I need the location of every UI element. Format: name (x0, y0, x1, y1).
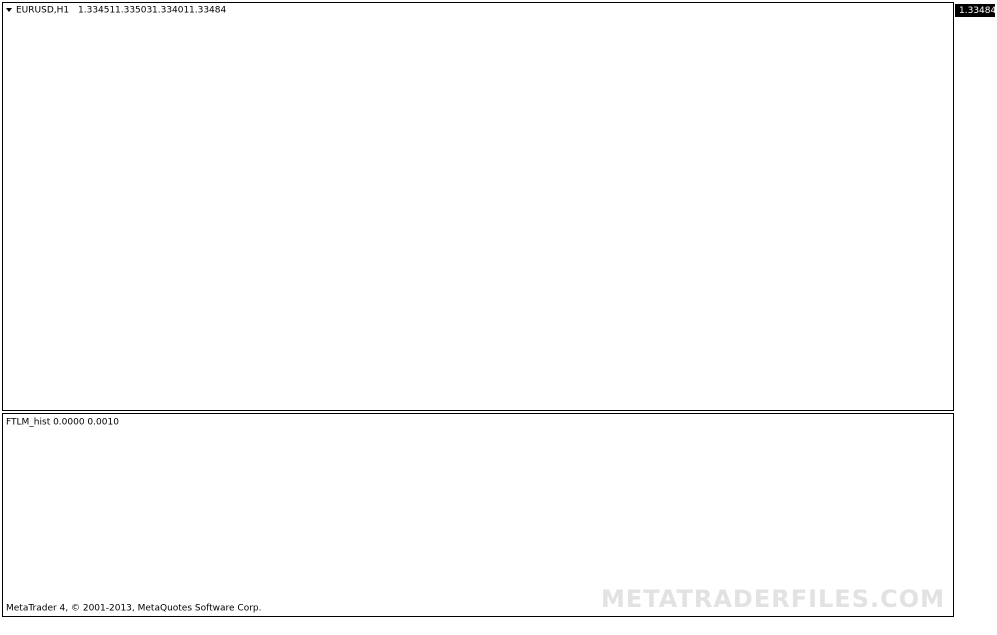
open-price: 1.33451 (78, 6, 115, 16)
watermark: METATRADERFILES.COM (601, 585, 945, 613)
low-price: 1.33401 (152, 6, 189, 16)
indicator-title: FTLM_hist 0.0000 0.0010 (6, 418, 119, 428)
copyright: MetaTrader 4, © 2001-2013, MetaQuotes So… (6, 604, 262, 614)
symbol-menu-arrow[interactable] (6, 8, 12, 12)
indicator-panel-frame (2, 413, 954, 617)
price-panel-frame (2, 2, 954, 411)
close-price: 1.33484 (189, 6, 226, 16)
symbol: EURUSD,H1 (16, 6, 69, 16)
bid-price-label: 1.33484 (959, 6, 996, 16)
labels-layer: EURUSD,H1 1.33451 1.33503 1.33401 1.3348… (6, 4, 996, 614)
bid-price-box (955, 4, 995, 17)
high-price: 1.33503 (115, 6, 152, 16)
